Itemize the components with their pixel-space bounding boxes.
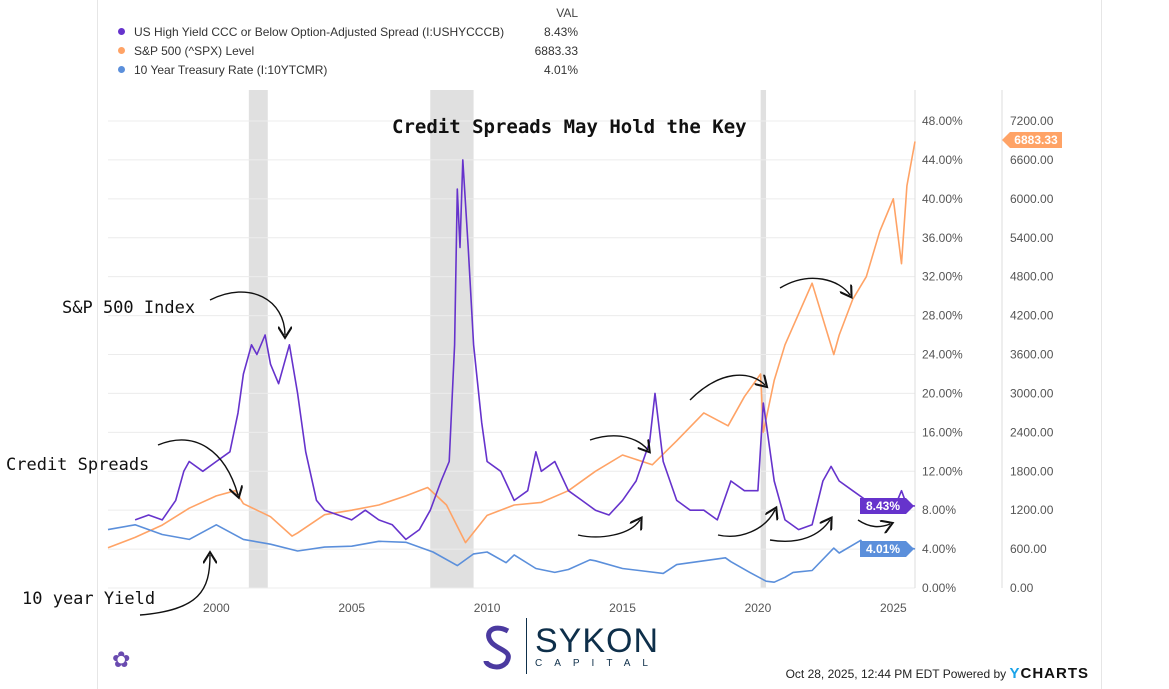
end-label-text: 4.01% [866, 542, 900, 556]
end-value-label: 6883.33 [1002, 132, 1062, 148]
recession-band [430, 90, 474, 588]
legend-label: 10 Year Treasury Rate (I:10YTCMR) [134, 62, 328, 77]
left-axis-tick-label: 8.00% [922, 503, 956, 517]
chart-title: Credit Spreads May Hold the Key [392, 116, 747, 138]
right-axis-tick-label: 3000.00 [1010, 386, 1054, 400]
arrow-icon [577, 520, 640, 538]
x-axis-tick-label: 2005 [338, 601, 365, 615]
end-label-text: 6883.33 [1014, 133, 1058, 147]
sykon-logo: SYKON CAPITAL [478, 618, 660, 674]
logo-sub: CAPITAL [535, 657, 660, 669]
series-line-1 [107, 141, 916, 549]
recession-band [248, 90, 268, 588]
end-value-label: 4.01% [860, 540, 914, 557]
legend-header: VAL [556, 6, 578, 20]
annotation-sp500: S&P 500 Index [62, 298, 196, 318]
arrow-icon [717, 510, 775, 537]
legend-value: 4.01% [543, 62, 578, 77]
left-axis-tick-label: 48.00% [922, 114, 963, 128]
right-axis-tick-label: 1200.00 [1010, 503, 1054, 517]
legend-value: 6883.33 [534, 43, 578, 58]
footer: Oct 28, 2025, 12:44 PM EDT Powered by YC… [786, 665, 1089, 682]
legend-item[interactable]: US High Yield CCC or Below Option-Adjust… [118, 22, 578, 41]
right-axis-tick-label: 3600.00 [1010, 348, 1054, 362]
series-dot-icon [118, 47, 125, 54]
arrow-spreads-icon [157, 439, 238, 495]
logo-name: SYKON [535, 621, 660, 660]
legend-item[interactable]: S&P 500 (^SPX) Level 6883.33 [118, 41, 578, 60]
left-axis-tick-label: 12.00% [922, 464, 963, 478]
x-axis-tick-label: 2010 [474, 601, 501, 615]
right-axis-tick-label: 0.00 [1010, 581, 1034, 595]
legend-item[interactable]: 10 Year Treasury Rate (I:10YTCMR) 4.01% [118, 60, 578, 79]
left-axis-tick-label: 0.00% [922, 581, 956, 595]
flower-icon: ✿ [112, 647, 131, 672]
recession-band [760, 90, 767, 588]
end-label-flag [860, 540, 914, 557]
legend: VAL US High Yield CCC or Below Option-Ad… [118, 4, 578, 79]
series-dot-icon [118, 66, 125, 73]
timestamp: Oct 28, 2025, 12:44 PM EDT Powered by [785, 667, 1007, 681]
end-label-flag [860, 497, 914, 514]
legend-value: 8.43% [543, 24, 578, 39]
right-axis-tick-label: 6600.00 [1010, 153, 1054, 167]
right-axis-tick-label: 7200.00 [1010, 114, 1054, 128]
end-label-flag [1002, 132, 1062, 148]
left-axis-tick-label: 20.00% [922, 386, 963, 400]
arrow-icon [779, 277, 850, 295]
left-axis-tick-label: 40.00% [922, 192, 963, 206]
x-axis-tick-label: 2000 [203, 601, 230, 615]
ycharts-y: Y [1009, 665, 1021, 682]
arrow-yield-icon [139, 555, 210, 616]
ycharts-text: CHARTS [1020, 665, 1089, 682]
left-axis-tick-label: 36.00% [922, 231, 963, 245]
arrow-icon [769, 520, 830, 542]
x-axis-tick-label: 2020 [745, 601, 772, 615]
x-axis-tick-label: 2025 [880, 601, 907, 615]
left-axis-tick-label: 16.00% [922, 425, 963, 439]
right-axis-tick-label: 6000.00 [1010, 192, 1054, 206]
arrow-icon [689, 375, 765, 401]
series-line-0 [134, 159, 916, 541]
arrow-icon [857, 519, 890, 527]
right-axis-tick-label: 2400.00 [1010, 425, 1054, 439]
logo-s-icon [483, 625, 511, 670]
arrow-sp500-icon [209, 291, 285, 335]
left-axis-tick-label: 4.00% [922, 542, 956, 556]
chart-frame [97, 0, 1102, 689]
left-axis-tick-label: 24.00% [922, 348, 963, 362]
left-axis-tick-label: 32.00% [922, 270, 963, 284]
right-axis-tick-label: 4800.00 [1010, 270, 1054, 284]
annotation-10y-yield: 10 year Yield [22, 589, 156, 609]
right-axis-tick-label: 1800.00 [1010, 464, 1054, 478]
left-axis-tick-label: 44.00% [922, 153, 963, 167]
end-label-text: 8.43% [866, 499, 900, 513]
left-axis-tick-label: 28.00% [922, 309, 963, 323]
series-line-2 [107, 524, 916, 583]
x-axis-tick-label: 2015 [609, 601, 636, 615]
right-axis-tick-label: 5400.00 [1010, 231, 1054, 245]
arrow-icon [589, 435, 648, 450]
series-dot-icon [118, 28, 125, 35]
end-value-label: 8.43% [860, 497, 914, 514]
annotation-credit-spreads: Credit Spreads [6, 455, 150, 475]
right-axis-tick-label: 600.00 [1010, 542, 1047, 556]
legend-label: US High Yield CCC or Below Option-Adjust… [134, 24, 505, 39]
legend-label: S&P 500 (^SPX) Level [134, 43, 255, 58]
right-axis-tick-label: 4200.00 [1010, 309, 1054, 323]
ycharts-link[interactable]: YCHARTS [1009, 665, 1089, 682]
